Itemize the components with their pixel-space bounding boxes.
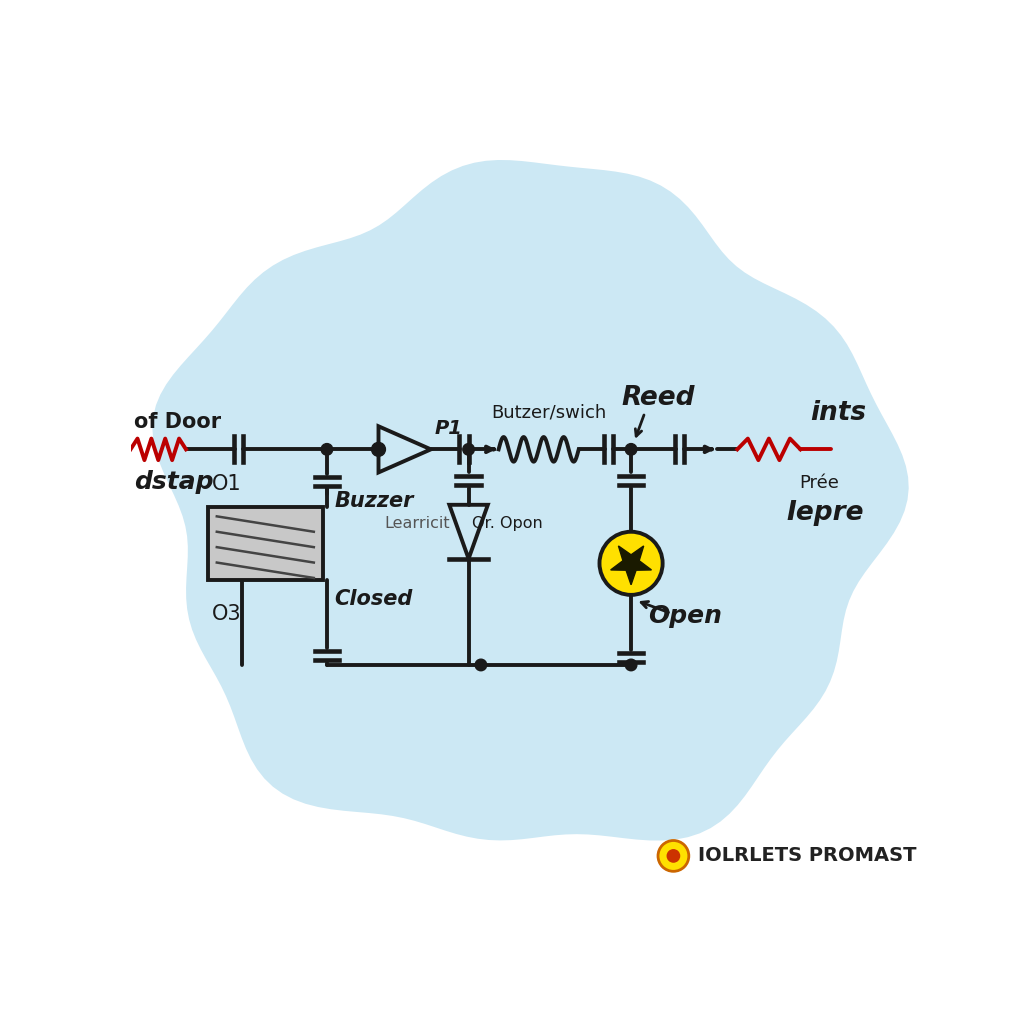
Circle shape — [463, 443, 474, 455]
Text: Closed: Closed — [335, 589, 413, 609]
Text: O3: O3 — [211, 604, 241, 625]
Polygon shape — [610, 546, 651, 585]
Circle shape — [626, 659, 637, 671]
Circle shape — [372, 442, 385, 457]
FancyBboxPatch shape — [208, 507, 323, 581]
Text: P1: P1 — [435, 419, 463, 438]
Circle shape — [599, 531, 663, 595]
Polygon shape — [153, 160, 908, 841]
Text: dstap: dstap — [134, 470, 214, 495]
Text: IOLRLETS PROMAST: IOLRLETS PROMAST — [698, 847, 916, 865]
Text: Butzer/swich: Butzer/swich — [490, 403, 606, 421]
Text: Or. Opon: Or. Opon — [472, 516, 543, 530]
Text: Open: Open — [648, 604, 722, 629]
Circle shape — [658, 841, 689, 871]
Text: ints: ints — [810, 400, 866, 426]
Circle shape — [626, 443, 637, 455]
Text: Learricit: Learricit — [384, 516, 450, 530]
Text: Reed: Reed — [622, 385, 695, 411]
Text: O1: O1 — [211, 474, 241, 495]
Text: of Door: of Door — [134, 412, 221, 432]
Circle shape — [668, 850, 680, 862]
Circle shape — [475, 659, 486, 671]
Text: Prée: Prée — [799, 474, 839, 492]
Circle shape — [322, 443, 333, 455]
Text: Iepre: Iepre — [786, 500, 864, 526]
Text: Buzzer: Buzzer — [335, 492, 414, 511]
